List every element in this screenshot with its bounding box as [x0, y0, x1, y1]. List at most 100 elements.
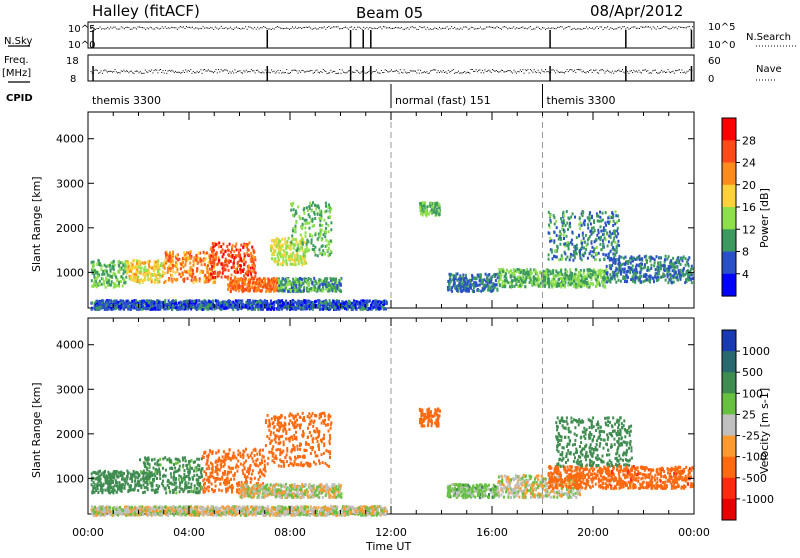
scatter-cell — [469, 283, 471, 286]
scatter-cell — [620, 273, 622, 276]
freq-point — [406, 73, 407, 74]
scatter-cell — [600, 276, 602, 279]
nsky-point — [654, 28, 655, 29]
nsky-point — [116, 28, 117, 29]
freq-point — [410, 70, 411, 71]
nsky-point — [506, 27, 507, 28]
scatter-cell — [657, 278, 659, 281]
freq-point — [570, 69, 571, 70]
scatter-cell — [594, 247, 596, 250]
nsky-point — [468, 29, 469, 30]
scatter-cell — [311, 238, 313, 241]
nsky-point — [336, 26, 337, 27]
freq-point — [298, 73, 299, 74]
scatter-cell — [187, 258, 189, 261]
scatter-cell — [325, 227, 327, 230]
freq-point — [222, 70, 223, 71]
scatter-cell — [185, 263, 187, 266]
scatter-cell — [602, 239, 604, 242]
scatter-cell — [114, 283, 116, 286]
scatter-cell — [530, 271, 532, 274]
freq-point — [555, 72, 556, 73]
freq-point — [646, 71, 647, 72]
freq-point — [140, 71, 141, 72]
freq-point — [515, 71, 516, 72]
scatter-cell — [617, 227, 619, 230]
freq-point — [127, 71, 128, 72]
scatter-cell — [109, 264, 111, 267]
scatter-cell — [286, 284, 288, 287]
nsky-point — [583, 28, 584, 29]
freq-point — [353, 72, 354, 73]
freq-point — [532, 72, 533, 73]
scatter-cell — [583, 272, 585, 275]
scatter-cell — [536, 278, 538, 281]
scatter-cell — [583, 237, 585, 240]
scatter-cell — [250, 258, 252, 261]
scatter-cell — [593, 221, 595, 224]
scatter-cell — [101, 273, 103, 276]
freq-point — [232, 71, 233, 72]
scatter-cell — [299, 277, 301, 280]
scatter-cell — [490, 290, 492, 293]
freq-point — [685, 73, 686, 74]
scatter-cell — [212, 255, 214, 258]
freq-point — [556, 70, 557, 71]
scatter-cell — [632, 265, 634, 268]
nsky-point — [513, 26, 514, 27]
scatter-cell — [302, 241, 304, 244]
freq-point — [265, 70, 266, 71]
freq-point — [584, 72, 585, 73]
freq-point — [642, 70, 643, 71]
scatter-cell — [313, 224, 315, 227]
scatter-cell — [549, 214, 551, 217]
freq-point — [572, 69, 573, 70]
freq-point — [332, 72, 333, 73]
freq-point — [668, 69, 669, 70]
scatter-cell — [605, 254, 607, 257]
nsky-point — [259, 28, 260, 29]
scatter-cell — [563, 237, 565, 240]
nsky-point — [533, 28, 534, 29]
scatter-cell — [206, 267, 208, 270]
freq-point — [472, 69, 473, 70]
freq-point — [583, 71, 584, 72]
scatter-cell — [558, 278, 560, 281]
nsky-point — [631, 27, 632, 28]
nsky-point — [530, 26, 531, 27]
scatter-cell — [252, 255, 254, 258]
scatter-cell — [562, 211, 564, 214]
freq-point — [282, 72, 283, 73]
nsky-point — [410, 27, 411, 28]
scatter-cell — [224, 268, 226, 271]
scatter-cell — [103, 273, 105, 276]
scatter-cell — [297, 205, 299, 208]
scatter-cell — [138, 265, 140, 268]
scatter-cell — [318, 206, 320, 209]
scatter-cell — [654, 258, 656, 261]
scatter-cell — [239, 253, 241, 256]
freq-point — [541, 69, 542, 70]
nsky-point — [156, 27, 157, 28]
scatter-cell — [620, 264, 622, 267]
scatter-cell — [261, 280, 263, 283]
nsky-point — [587, 28, 588, 29]
scatter-cell — [214, 276, 216, 279]
freq-point — [175, 71, 176, 72]
freq-point — [306, 71, 307, 72]
scatter-cell — [109, 268, 111, 271]
nsky-point — [659, 28, 660, 29]
scatter-cell — [189, 257, 191, 260]
scatter-cell — [159, 274, 161, 277]
freq-point — [645, 69, 646, 70]
nsky-point — [669, 29, 670, 30]
scatter-cell — [154, 263, 156, 266]
scatter-cell — [245, 289, 247, 292]
scatter-cell — [539, 271, 541, 274]
scatter-cell — [171, 274, 173, 277]
freq-point — [389, 71, 390, 72]
nsky-point — [239, 28, 240, 29]
freq-point — [484, 69, 485, 70]
scatter-cell — [97, 259, 99, 262]
scatter-cell — [140, 270, 142, 273]
